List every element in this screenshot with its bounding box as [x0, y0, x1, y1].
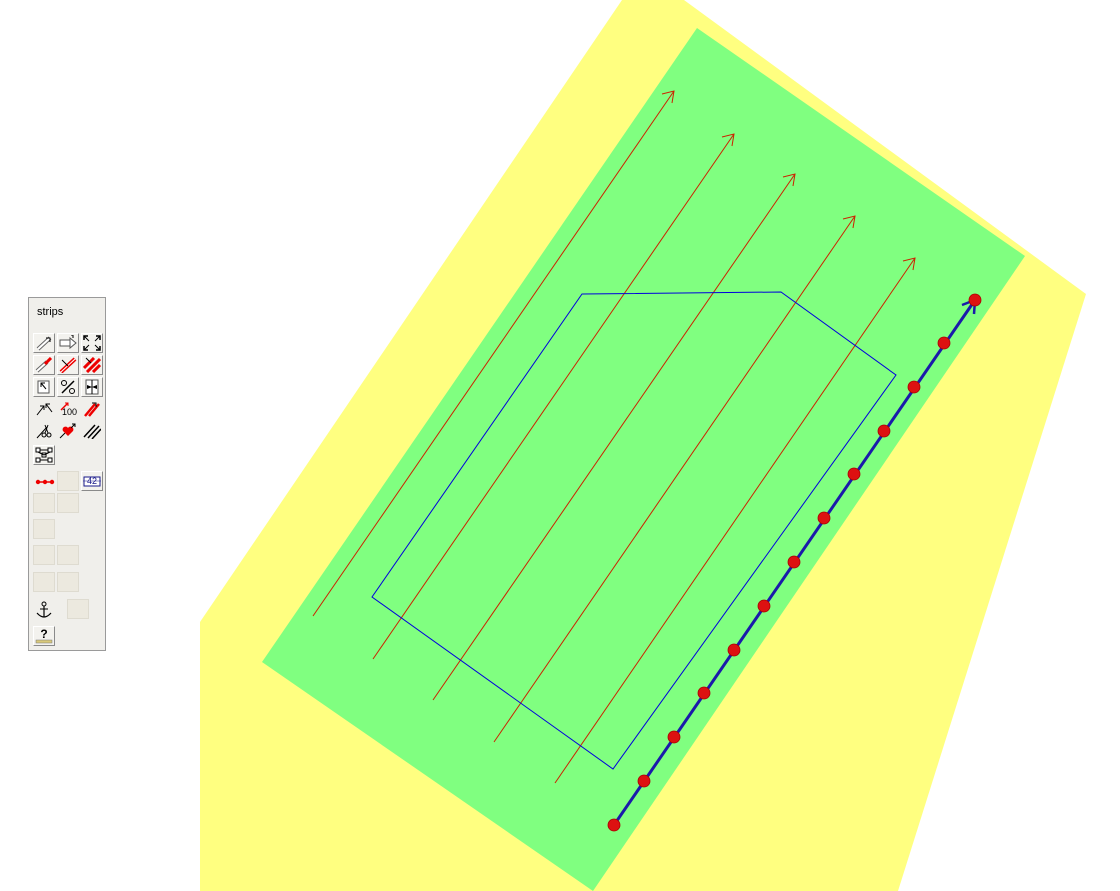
delete-strip-button[interactable] — [33, 355, 55, 375]
waypoint[interactable] — [757, 599, 771, 613]
empty-slot — [57, 572, 79, 592]
move-strip-icon — [59, 335, 77, 350]
anchor-icon — [36, 601, 52, 618]
flight-strip[interactable] — [312, 90, 675, 617]
waypoint[interactable] — [817, 511, 831, 525]
move-strip-button[interactable] — [57, 333, 79, 353]
heart-button[interactable] — [57, 421, 79, 441]
cut-strip-icon — [59, 357, 77, 373]
waypoints — [607, 293, 982, 832]
strips-toolbar: strips — [28, 297, 106, 651]
hatched-strips-button[interactable] — [81, 355, 103, 375]
empty-slot — [57, 545, 79, 565]
scissors-icon — [36, 424, 52, 439]
waypoint[interactable] — [697, 686, 711, 700]
waypoint[interactable] — [937, 336, 951, 350]
flight-strip[interactable] — [493, 215, 856, 743]
empty-slot — [33, 493, 55, 513]
draw-strip-button[interactable] — [33, 333, 55, 353]
toolbar-title: strips — [37, 306, 64, 318]
strip-length-label: 100 — [62, 407, 78, 417]
flight-strip[interactable] — [432, 173, 796, 701]
expand-strips-button[interactable] — [81, 333, 103, 353]
insert-strip-icon — [85, 379, 99, 395]
split-strip-button[interactable] — [81, 399, 103, 419]
empty-slot — [33, 545, 55, 565]
select-region-icon — [37, 380, 50, 394]
percent-button[interactable] — [57, 377, 79, 397]
waypoint[interactable] — [968, 293, 982, 307]
waypoints-icon — [35, 479, 55, 485]
expand-strips-icon — [83, 335, 101, 351]
counter-button[interactable]: 42 — [81, 471, 103, 491]
percent-icon — [61, 380, 75, 394]
split-strip-icon — [84, 402, 100, 417]
help-button[interactable]: ? — [33, 626, 55, 646]
waypoint[interactable] — [637, 774, 651, 788]
draw-strip-icon — [36, 336, 52, 351]
network-button[interactable] — [33, 445, 55, 465]
scissors-button[interactable] — [33, 421, 55, 441]
select-region-button[interactable] — [33, 377, 55, 397]
reverse-direction-icon — [36, 403, 53, 416]
counter-icon — [83, 476, 101, 487]
help-label: ? — [40, 627, 48, 641]
waypoint[interactable] — [727, 643, 741, 657]
hatched-strips-icon — [83, 357, 101, 373]
field-area — [262, 28, 1025, 891]
empty-slot — [33, 519, 55, 539]
waypoint[interactable] — [607, 818, 621, 832]
cut-strip-button[interactable] — [57, 355, 79, 375]
anchor-button[interactable] — [33, 599, 55, 619]
parallel-lines-icon — [83, 424, 101, 439]
counter-value: 42 — [86, 476, 97, 486]
parallel-lines-button[interactable] — [81, 421, 103, 441]
waypoints-button[interactable] — [33, 471, 55, 491]
empty-slot — [57, 471, 79, 491]
empty-slot — [33, 572, 55, 592]
waypoint[interactable] — [847, 467, 861, 481]
strip-length-button[interactable]: 100 — [57, 399, 79, 419]
flight-strip[interactable] — [372, 133, 735, 660]
waypoint[interactable] — [787, 555, 801, 569]
strip-length-icon — [60, 402, 69, 411]
help-icon — [35, 639, 53, 644]
empty-slot — [57, 493, 79, 513]
network-icon — [35, 447, 53, 463]
survey-boundary[interactable] — [371, 291, 897, 770]
empty-slot — [67, 599, 89, 619]
waypoint[interactable] — [907, 380, 921, 394]
heart-icon — [59, 423, 76, 439]
reverse-direction-button[interactable] — [33, 399, 55, 419]
insert-strip-button[interactable] — [81, 377, 103, 397]
delete-strip-icon — [35, 357, 53, 373]
waypoint[interactable] — [667, 730, 681, 744]
waypoint[interactable] — [877, 424, 891, 438]
